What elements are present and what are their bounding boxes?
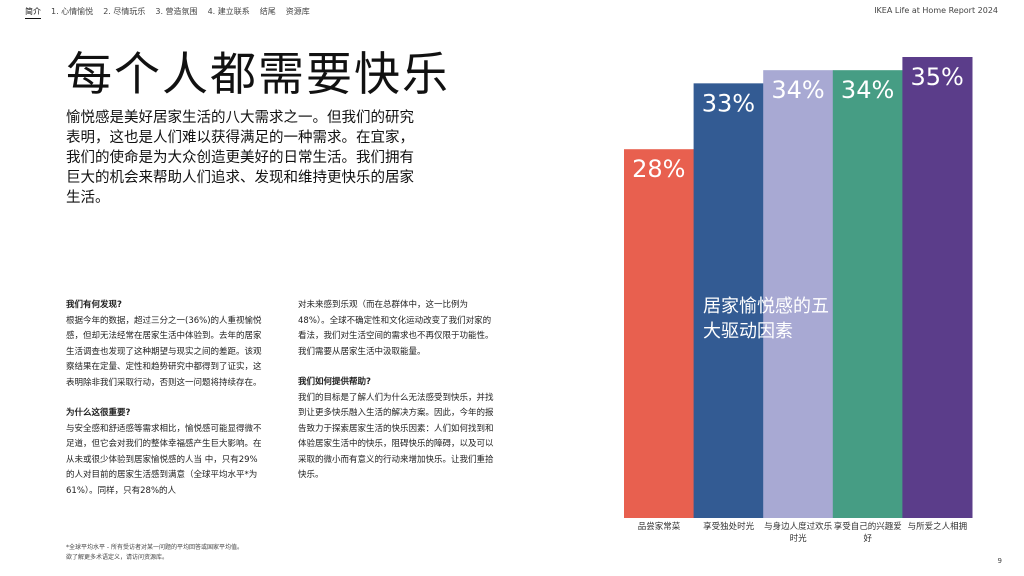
nav-item-2[interactable]: 2. 尽情玩乐: [103, 7, 146, 16]
nav-item-3[interactable]: 3. 营造氛围: [155, 7, 198, 16]
lead-paragraph: 愉悦感是美好居家生活的八大需求之一。但我们的研究表明，这也是人们难以获得满足的一…: [66, 110, 414, 206]
page-number: 9: [997, 557, 1002, 565]
data-label-2: 33%: [702, 89, 755, 117]
x-tick-label-1: 品尝家常菜: [637, 522, 681, 532]
nav-item-4[interactable]: 4. 建立联系: [207, 7, 250, 16]
nav-item-intro[interactable]: 简介: [25, 6, 41, 19]
found-heading: 我们有何发现?: [66, 300, 122, 310]
page-title: 每个人都需要快乐: [66, 47, 450, 101]
footnote: *全球平均水平 - 所有受访者对某一问题的平均回答或国家平均值。欲了解更多术语定…: [66, 544, 243, 561]
data-label-5: 35%: [911, 63, 964, 91]
bar-2: [693, 83, 764, 518]
nav-item-1[interactable]: 1. 心情愉悦: [51, 7, 94, 16]
section-nav: 简介 1. 心情愉悦 2. 尽情玩乐 3. 营造氛围 4. 建立联系 结尾 资源…: [25, 6, 310, 19]
bar-1: [624, 149, 695, 518]
x-tick-label-4: 享受自己的兴趣爱好: [833, 522, 902, 544]
data-label-1: 28%: [632, 155, 685, 183]
nav-item-resources[interactable]: 资源库: [285, 7, 310, 16]
data-label-3: 34%: [771, 76, 824, 104]
x-tick-label-3: 与身边人度过欢乐时光: [764, 522, 833, 544]
column-right: 对未来感到乐观（而在总群体中，这一比例为48%）。全球不确定性和文化运动改变了我…: [298, 298, 498, 484]
bar-5: [902, 57, 973, 518]
x-tick-label-5: 与所爱之人相拥: [907, 522, 968, 532]
help-body: 我们的目标是了解人们为什么无法感受到快乐，并找到让更多快乐融入生活的解决方案。因…: [298, 392, 494, 481]
data-label-4: 34%: [841, 76, 894, 104]
bar-3: [763, 70, 834, 519]
why-heading: 为什么这很重要?: [66, 408, 131, 418]
x-tick-label-2: 享受独处时光: [703, 522, 755, 532]
report-title: IKEA Life at Home Report 2024: [874, 6, 998, 15]
nav-item-conclusion[interactable]: 结尾: [259, 7, 276, 16]
chart-title: 居家愉悦感的五大驱动因素: [703, 296, 829, 342]
continued-body: 对未来感到乐观（而在总群体中，这一比例为48%）。全球不确定性和文化运动改变了我…: [298, 300, 494, 357]
bar-4: [832, 70, 903, 519]
help-heading: 我们如何提供帮助?: [298, 377, 371, 387]
why-body: 与安全感和舒适感等需求相比，愉悦感可能显得微不足道，但它会对我们的整体幸福感产生…: [66, 423, 262, 496]
found-body: 根据今年的数据，超过三分之一(36%)的人重视愉悦感，但却无法经常在居家生活中体…: [66, 315, 262, 388]
column-left: 我们有何发现? 根据今年的数据，超过三分之一(36%)的人重视愉悦感，但却无法经…: [66, 298, 266, 499]
